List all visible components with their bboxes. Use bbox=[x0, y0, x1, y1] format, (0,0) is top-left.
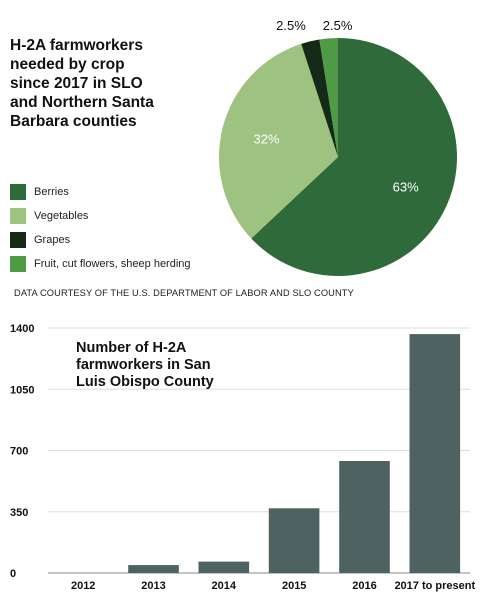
bar-chart: 0 350 700 1050 1400 2012 2013 2014 2015 2016 2017 … bbox=[10, 323, 475, 592]
bar-2015 bbox=[268, 508, 320, 574]
bar-2014 bbox=[198, 561, 250, 573]
x-tick-label: 2013 bbox=[141, 580, 165, 592]
pie-label-grapes: 2.5% bbox=[276, 18, 306, 33]
pie-chart: 63% 32% 2.5% 2.5% bbox=[218, 18, 457, 276]
pie-slice-fruit-cut-flowers-sheep-herding bbox=[319, 38, 338, 157]
x-tick-label: 2012 bbox=[71, 580, 95, 592]
x-tick-label: 2014 bbox=[212, 580, 237, 592]
pie-label-vegetables: 32% bbox=[253, 132, 279, 147]
legend-swatch bbox=[10, 208, 26, 224]
y-tick-label: 1050 bbox=[10, 384, 34, 396]
legend-item-vegetables: Vegetables bbox=[10, 204, 191, 228]
legend-swatch bbox=[10, 184, 26, 200]
legend-label: Vegetables bbox=[34, 210, 89, 222]
pie-label-fruit-cut-flowers-sheep-herding: 2.5% bbox=[323, 18, 353, 33]
legend-label: Fruit, cut flowers, sheep herding bbox=[34, 258, 191, 270]
bar-2013 bbox=[128, 565, 179, 573]
legend-item-berries: Berries bbox=[10, 180, 191, 204]
y-tick-label: 700 bbox=[10, 446, 28, 458]
legend-label: Grapes bbox=[34, 234, 71, 246]
bar-chart-title: Number of H-2A farmworkers in San Luis O… bbox=[76, 340, 214, 390]
x-tick-label: 2015 bbox=[282, 580, 306, 592]
pie-slice-berries bbox=[251, 38, 457, 276]
legend-item-grapes: Grapes bbox=[10, 228, 191, 252]
legend-swatch bbox=[10, 232, 26, 248]
x-tick-label: 2016 bbox=[352, 580, 376, 592]
pie-label-berries: 63% bbox=[393, 179, 419, 194]
legend-label: Berries bbox=[34, 186, 69, 198]
x-tick-label: 2017 to present bbox=[394, 580, 475, 592]
pie-slice-grapes bbox=[301, 39, 338, 157]
pie-chart-title: H-2A farmworkers needed by crop since 20… bbox=[10, 37, 154, 130]
bar-2016 bbox=[339, 461, 390, 573]
legend-item-fruit-cut-flowers-sheep-herding: Fruit, cut flowers, sheep herding bbox=[10, 252, 191, 276]
bar-2017-to-present bbox=[409, 334, 461, 573]
y-tick-label: 350 bbox=[10, 507, 28, 519]
source-note: DATA COURTESY OF THE U.S. DEPARTMENT OF … bbox=[14, 288, 354, 298]
pie-slice-vegetables bbox=[218, 43, 338, 239]
y-tick-label: 1400 bbox=[10, 323, 34, 335]
legend-swatch bbox=[10, 256, 26, 272]
y-tick-label: 0 bbox=[10, 568, 16, 580]
pie-legend: Berries Vegetables Grapes Fruit, cut flower… bbox=[10, 180, 191, 276]
